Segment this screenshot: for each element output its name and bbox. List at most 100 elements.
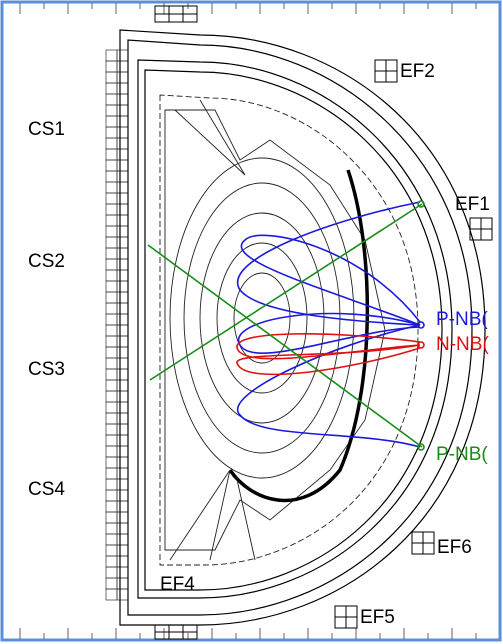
- cs-cell: [106, 50, 117, 61]
- cs-cell: [117, 336, 128, 347]
- coil-label: EF4: [160, 574, 195, 595]
- cs-cell: [106, 160, 117, 171]
- cs-cell: [106, 380, 117, 391]
- outer-wall: [120, 30, 485, 625]
- cs-cell: [106, 303, 117, 314]
- cs-cell: [106, 479, 117, 490]
- cs-cell: [117, 303, 128, 314]
- cs-cell: [117, 226, 128, 237]
- cs-cell: [117, 138, 128, 149]
- cs-cell: [117, 578, 128, 589]
- cs-cell: [106, 534, 117, 545]
- cs-cell: [106, 490, 117, 501]
- cs-cell: [106, 83, 117, 94]
- coil-label: EF2: [400, 61, 435, 82]
- cs-cell: [106, 391, 117, 402]
- cs-cell: [106, 325, 117, 336]
- cs-cell: [117, 182, 128, 193]
- cs-cell: [117, 292, 128, 303]
- cs-cell: [117, 160, 128, 171]
- cs-cell: [106, 424, 117, 435]
- cs-cell: [106, 512, 117, 523]
- cs-cell: [117, 534, 128, 545]
- cs-coil-stack: [106, 50, 128, 600]
- cs-cell: [117, 424, 128, 435]
- cs-cell: [106, 171, 117, 182]
- cs-cell: [117, 237, 128, 248]
- page: CS1 CS2 CS3 CS4 EF1 EF2 EF4 EF5 EF6 P-NB…: [0, 0, 503, 644]
- cs-cell: [117, 435, 128, 446]
- cs-cell: [117, 358, 128, 369]
- cs-cell: [117, 556, 128, 567]
- beam-label: P-NB(: [436, 309, 488, 330]
- cs-cell: [117, 512, 128, 523]
- cs-cell: [117, 116, 128, 127]
- cs-cell: [106, 226, 117, 237]
- cs-cell: [106, 446, 117, 457]
- cs-cell: [117, 149, 128, 160]
- cs-cell: [106, 182, 117, 193]
- cs-cell: [117, 314, 128, 325]
- cs-cell: [106, 292, 117, 303]
- beam-label: P-NB(: [436, 444, 488, 465]
- cs-cell: [117, 347, 128, 358]
- cs-cell: [106, 281, 117, 292]
- cs-cell: [106, 501, 117, 512]
- cs-cell: [117, 325, 128, 336]
- cs-cell: [117, 545, 128, 556]
- cs-cell: [117, 248, 128, 259]
- cs-cell: [117, 127, 128, 138]
- cs-cell: [117, 105, 128, 116]
- cs-cell: [117, 391, 128, 402]
- cs-cell: [106, 369, 117, 380]
- coil-label: EF6: [437, 537, 472, 558]
- cs-cell: [117, 61, 128, 72]
- cs-cell: [106, 94, 117, 105]
- cs-cell: [106, 248, 117, 259]
- cs-cell: [106, 567, 117, 578]
- divertor: [165, 110, 385, 550]
- cs-cell: [106, 193, 117, 204]
- cs-cell: [106, 413, 117, 424]
- cs-cell: [106, 523, 117, 534]
- cs-cell: [117, 468, 128, 479]
- cs-cell: [117, 193, 128, 204]
- cs-cell: [117, 479, 128, 490]
- cs-cell: [106, 336, 117, 347]
- cs-cell: [106, 116, 117, 127]
- cs-cell: [106, 237, 117, 248]
- cs-cell: [106, 270, 117, 281]
- cs-cell: [106, 215, 117, 226]
- beam-label: N-NB(: [436, 334, 489, 355]
- cs-cell: [117, 413, 128, 424]
- cs-cell: [117, 215, 128, 226]
- cs-cell: [117, 281, 128, 292]
- cs-cell: [117, 270, 128, 281]
- cs-cell: [106, 589, 117, 600]
- coil-label: EF5: [360, 607, 395, 628]
- cs-cell: [106, 347, 117, 358]
- cs-cell: [106, 127, 117, 138]
- cs-cell: [106, 61, 117, 72]
- cs-cell: [106, 358, 117, 369]
- cs-cell: [117, 380, 128, 391]
- cs-cell: [106, 402, 117, 413]
- cs-cell: [106, 578, 117, 589]
- cs-cell: [106, 435, 117, 446]
- cs-cell: [117, 446, 128, 457]
- cs-cell: [117, 589, 128, 600]
- cs-cell: [106, 314, 117, 325]
- cs-cell: [117, 72, 128, 83]
- cs-cell: [106, 556, 117, 567]
- cs-cell: [117, 567, 128, 578]
- cs-cell: [106, 105, 117, 116]
- cs-cell: [117, 259, 128, 270]
- coil-label: EF1: [455, 194, 490, 215]
- cs-cell: [117, 402, 128, 413]
- cs-cell: [106, 204, 117, 215]
- cs-cell: [117, 171, 128, 182]
- cs-cell: [117, 501, 128, 512]
- cs-cell: [106, 149, 117, 160]
- cs-cell: [117, 490, 128, 501]
- cs-cell: [117, 369, 128, 380]
